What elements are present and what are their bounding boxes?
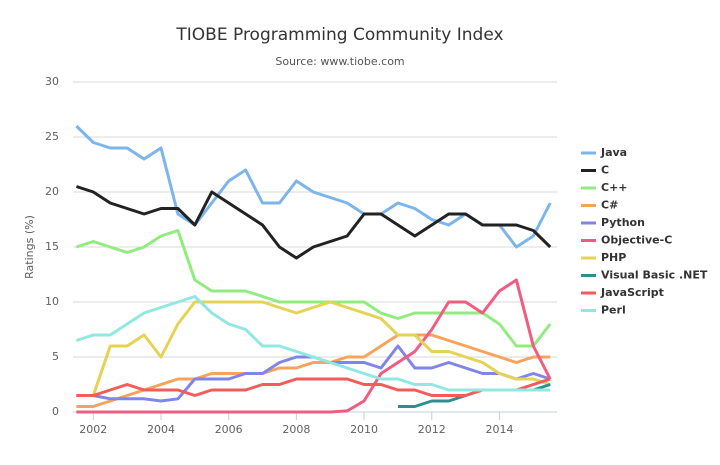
x-tick-label: 2004 bbox=[147, 423, 175, 436]
legend-label: Visual Basic .NET bbox=[601, 269, 708, 282]
legend-label: PHP bbox=[601, 251, 626, 264]
legend-label: C++ bbox=[601, 181, 628, 194]
y-tick-label: 5 bbox=[52, 350, 59, 363]
x-tick-label: 2008 bbox=[282, 423, 310, 436]
y-tick-label: 15 bbox=[45, 240, 59, 253]
legend-label: C bbox=[601, 164, 609, 177]
series-line bbox=[76, 333, 551, 408]
y-tick-label: 25 bbox=[45, 130, 59, 143]
x-tick-label: 2010 bbox=[350, 423, 378, 436]
x-tick-label: 2006 bbox=[215, 423, 243, 436]
legend-label: Objective-C bbox=[601, 234, 672, 247]
series-line bbox=[75, 124, 552, 249]
legend-label: Perl bbox=[601, 304, 626, 317]
chart-subtitle: Source: www.tiobe.com bbox=[275, 55, 404, 68]
y-tick-label: 20 bbox=[45, 185, 59, 198]
series-line bbox=[75, 229, 552, 348]
series-line bbox=[76, 278, 552, 414]
legend-label: JavaScript bbox=[600, 286, 664, 299]
y-tick-label: 30 bbox=[45, 75, 59, 88]
series-line bbox=[76, 300, 551, 397]
x-tick-label: 2002 bbox=[79, 423, 107, 436]
y-tick-label: 0 bbox=[52, 405, 59, 418]
series-line bbox=[75, 185, 552, 260]
y-tick-label: 10 bbox=[45, 295, 59, 308]
series-line bbox=[75, 295, 551, 392]
legend-label: Python bbox=[601, 216, 645, 229]
chart-title: TIOBE Programming Community Index bbox=[175, 25, 503, 45]
series-line bbox=[76, 344, 551, 403]
y-axis-label: Ratings (%) bbox=[23, 215, 36, 279]
legend-label: C# bbox=[601, 199, 618, 212]
x-tick-label: 2012 bbox=[418, 423, 446, 436]
legend-label: Java bbox=[600, 146, 627, 159]
x-tick-label: 2014 bbox=[485, 423, 513, 436]
series-line bbox=[76, 377, 551, 397]
